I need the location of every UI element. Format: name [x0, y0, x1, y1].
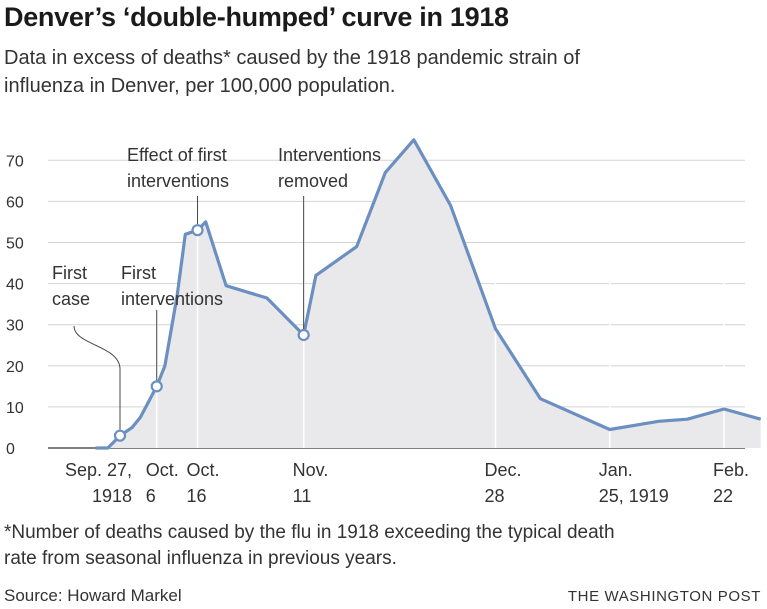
annotation-interventions-removed: Interventions removed	[278, 145, 381, 191]
leader-line-first-case	[73, 325, 121, 430]
annotations: First case First interventions Effect of fir…	[52, 145, 381, 309]
y-tick-label: 20	[6, 359, 24, 376]
annotation-leader-lines	[73, 196, 305, 430]
x-tick-label: Feb. 22	[713, 460, 749, 506]
x-tick-label: Jan. 25, 1919	[599, 460, 669, 506]
y-tick-label: 50	[6, 236, 24, 253]
x-tick-label: Oct. 6	[146, 460, 179, 506]
source-credit: Source: Howard Markel	[4, 586, 182, 605]
annotation-interventions-removed-text: Interventions removed	[278, 145, 381, 191]
annotation-first-case-text: First case	[52, 263, 90, 309]
chart-subtitle: Data in excess of deaths* caused by the …	[4, 47, 580, 97]
event-marker	[113, 429, 127, 442]
event-marker	[297, 328, 310, 342]
publisher-credit: THE WASHINGTON POST	[567, 588, 761, 605]
y-tick-label: 40	[6, 277, 24, 294]
y-tick-label: 0	[6, 441, 15, 458]
annotation-first-case: First case	[52, 263, 90, 309]
x-tick-label: Sep. 27, 1918	[65, 460, 132, 506]
chart-title: Denver’s ‘double-humped’ curve in 1918	[4, 2, 509, 32]
y-tick-labels: 0 10 20 30 40 50 60 70	[6, 153, 24, 458]
area-fill	[95, 139, 761, 449]
footnote: *Number of deaths caused by the flu in 1…	[4, 522, 615, 569]
event-marker	[150, 380, 163, 393]
x-tick-label: Oct. 16	[187, 460, 220, 506]
annotation-first-interventions-text: First interventions	[121, 263, 223, 309]
x-tick-label: Nov. 11	[293, 460, 329, 506]
y-tick-label: 10	[6, 400, 24, 417]
annotation-effect-first-interventions-text: Effect of first interventions	[127, 145, 229, 191]
event-marker	[191, 224, 204, 237]
event-markers	[113, 224, 310, 442]
annotation-first-interventions: First interventions	[121, 263, 223, 309]
annotation-effect-first-interventions: Effect of first interventions	[127, 145, 229, 191]
series-line	[95, 138, 762, 450]
y-tick-label: 60	[6, 194, 24, 211]
y-tick-label: 70	[6, 153, 24, 170]
y-tick-label: 30	[6, 318, 24, 335]
x-tick-label: Dec. 28	[484, 460, 521, 506]
